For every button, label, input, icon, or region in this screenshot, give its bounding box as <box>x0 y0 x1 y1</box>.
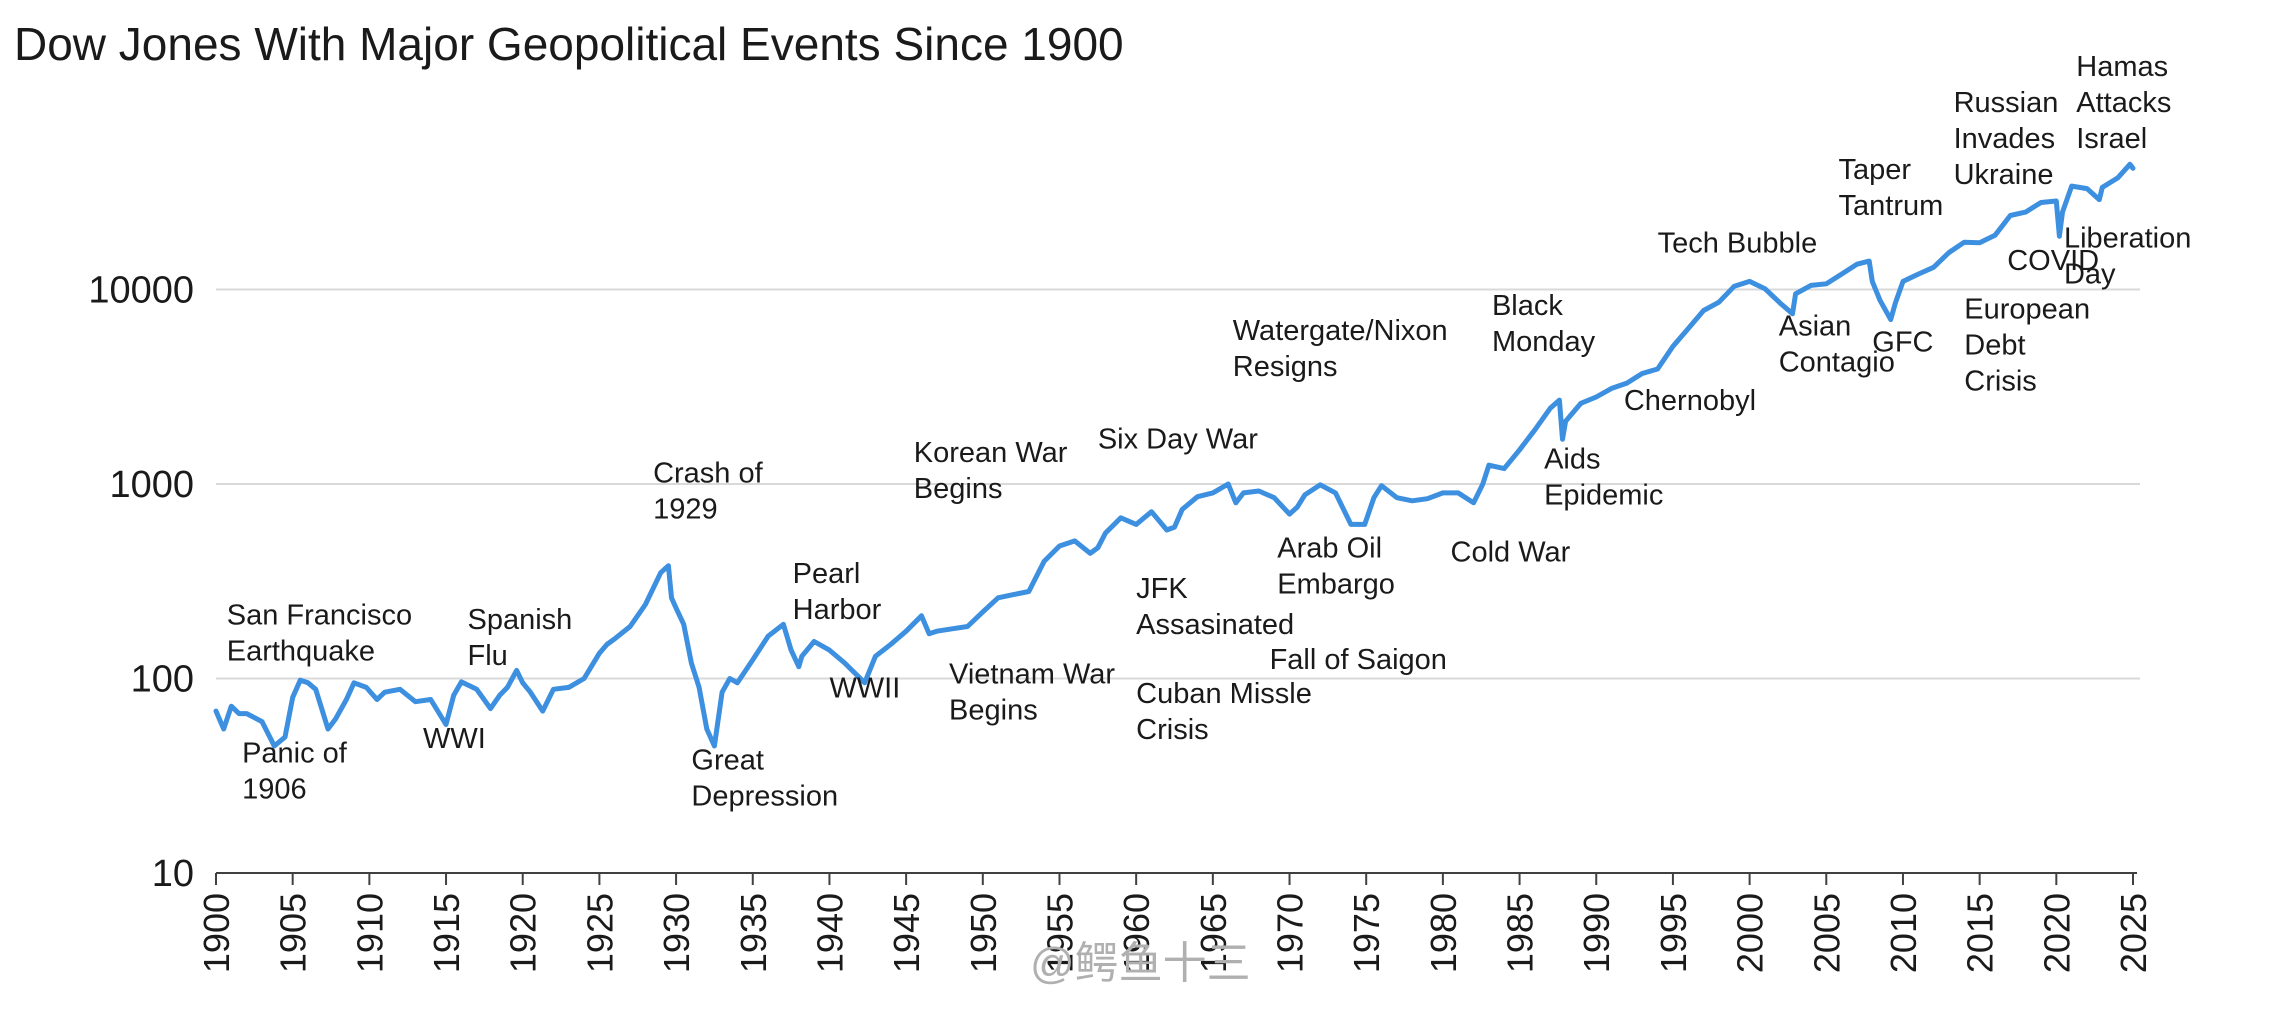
y-tick-label: 10 <box>152 853 194 895</box>
event-annotation: Cold War <box>1451 536 1571 568</box>
dow-jones-series-line <box>213 161 2136 749</box>
x-tick-label: 1910 <box>349 893 390 973</box>
event-annotation: Pearl Harbor <box>793 558 882 626</box>
event-annotation: Fall of Saigon <box>1270 644 1447 676</box>
event-annotation: Chernobyl <box>1624 385 1756 417</box>
y-tick-labels: 10 100 1000 10000 <box>88 270 194 896</box>
x-tick-label: 1920 <box>503 893 544 973</box>
event-annotation: Great Depression <box>691 745 838 813</box>
event-annotation: Panic of 1906 <box>242 737 348 805</box>
x-tick-label: 2005 <box>1806 893 1847 973</box>
x-tick-label: 1915 <box>426 893 467 973</box>
x-tick-label: 1900 <box>196 893 237 973</box>
event-annotation: Asian Contagio <box>1779 311 1895 379</box>
event-annotation: GFC <box>1872 326 1933 358</box>
x-tick-label: 1980 <box>1423 893 1464 973</box>
x-tick-label: 1995 <box>1653 893 1694 973</box>
x-tick-label: 2000 <box>1730 893 1771 973</box>
series-layer <box>213 161 2136 749</box>
event-annotation: WWI <box>423 723 486 755</box>
event-annotation: Watergate/Nixon Resigns <box>1233 315 1448 383</box>
event-annotation: Aids Epidemic <box>1544 444 1663 512</box>
x-tick-label: 1940 <box>809 893 850 973</box>
event-annotation: Black Monday <box>1492 290 1596 358</box>
event-annotation: Arab Oil Embargo <box>1277 532 1395 600</box>
x-tick-label: 1960 <box>1116 893 1157 973</box>
x-tick-label: 1925 <box>579 893 620 973</box>
x-tick-label: 1990 <box>1576 893 1617 973</box>
event-annotation: Vietnam War Begins <box>949 659 1115 727</box>
x-tick-label: 2015 <box>1960 893 2001 973</box>
event-annotation: Korean War Begins <box>914 437 1068 505</box>
x-tick-labels: 1900 1905 1910 1915 1920 1925 1930 1935 1940 1945… <box>196 893 2154 973</box>
event-annotation: COVID <box>2007 245 2099 277</box>
x-tick-label: 1905 <box>273 893 314 973</box>
x-tick-label: 1955 <box>1039 893 1080 973</box>
x-tick-label: 1965 <box>1193 893 1234 973</box>
event-annotation: Spanish Flu <box>468 604 573 672</box>
event-annotation: Russian Invades Ukraine <box>1954 87 2059 191</box>
event-annotation: Taper Tantrum <box>1839 154 1944 222</box>
event-annotation: Crash of 1929 <box>653 457 764 525</box>
event-annotation: Hamas Attacks Israel <box>2076 51 2171 155</box>
watermark-text: @鳄鱼十三 <box>1030 939 1251 988</box>
x-tick-label: 2025 <box>2113 893 2154 973</box>
x-tick-label: 2020 <box>2036 893 2077 973</box>
event-annotation: European Debt Crisis <box>1964 293 2090 397</box>
chart-title: Dow Jones With Major Geopolitical Events… <box>14 18 1124 70</box>
x-tick-label: 2010 <box>1883 893 1924 973</box>
x-tick-label: 1970 <box>1270 893 1311 973</box>
x-tick-label: 1930 <box>656 893 697 973</box>
event-annotation: Tech Bubble <box>1658 227 1818 259</box>
y-tick-label: 100 <box>131 659 194 701</box>
y-tick-label: 10000 <box>88 270 194 312</box>
event-annotations: San Francisco Earthquake Panic of 1906 WWI Sp… <box>227 51 2192 812</box>
event-annotation: WWII <box>829 672 900 704</box>
event-annotation: San Francisco Earthquake <box>227 599 412 667</box>
event-annotation: JFK Assasinated <box>1136 573 1294 641</box>
event-annotation: Cuban Missle Crisis <box>1136 678 1312 746</box>
x-tick-label: 1985 <box>1500 893 1541 973</box>
event-annotation: Liberation Day <box>2064 223 2191 291</box>
y-tick-label: 1000 <box>109 464 194 506</box>
axes <box>215 872 2137 885</box>
gridlines <box>216 288 2140 680</box>
event-annotation: Six Day War <box>1098 424 1258 456</box>
x-tick-label: 1950 <box>963 893 1004 973</box>
x-tick-label: 1945 <box>886 893 927 973</box>
x-tick-label: 1975 <box>1346 893 1387 973</box>
x-tick-label: 1935 <box>733 893 774 973</box>
